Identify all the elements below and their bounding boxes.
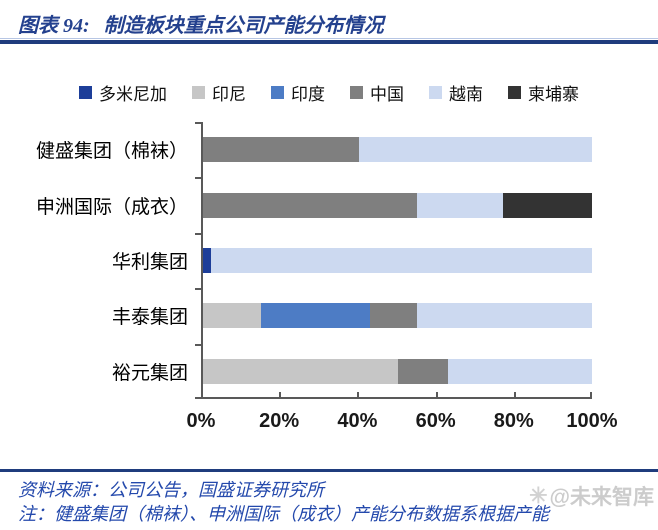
y-axis-tick bbox=[195, 343, 201, 346]
x-axis-tick-label: 60% bbox=[415, 410, 456, 432]
x-axis-tick-label: 100% bbox=[566, 410, 618, 432]
y-axis-tick bbox=[195, 397, 201, 399]
x-axis-tick bbox=[590, 392, 592, 399]
legend-label: 印尼 bbox=[212, 85, 246, 104]
legend-label: 印度 bbox=[291, 85, 325, 104]
bar-segment bbox=[261, 303, 371, 329]
legend-swatch-icon bbox=[79, 86, 92, 99]
legend-swatch-icon bbox=[350, 86, 363, 99]
y-axis-tick bbox=[195, 177, 201, 180]
category-label: 申洲国际（成衣） bbox=[35, 196, 188, 218]
note-line: 注：健盛集团（棉袜）、申洲国际（成衣）产能分布数据系根据产能 bbox=[18, 504, 549, 524]
y-axis-tick bbox=[195, 232, 201, 235]
x-axis-tick bbox=[513, 392, 516, 399]
bar-row bbox=[203, 137, 592, 163]
legend-swatch-icon bbox=[508, 86, 521, 99]
y-axis-tick bbox=[195, 288, 201, 291]
category-label: 裕元集团 bbox=[111, 362, 188, 384]
watermark: ✳ @未来智库 bbox=[529, 481, 654, 511]
legend-swatch-icon bbox=[192, 86, 205, 99]
legend-swatch-icon bbox=[429, 86, 442, 99]
bar-segment bbox=[416, 303, 592, 329]
x-axis-tick-label: 40% bbox=[337, 410, 378, 432]
category-label: 丰泰集团 bbox=[111, 307, 188, 329]
x-axis-tick bbox=[435, 392, 438, 399]
bar-row bbox=[203, 303, 592, 329]
x-axis-tick bbox=[279, 392, 282, 399]
bar-segment bbox=[358, 137, 592, 163]
bar-row bbox=[203, 358, 592, 384]
legend-label: 多米尼加 bbox=[99, 85, 167, 104]
plot-area bbox=[201, 122, 592, 399]
x-axis-tick-label: 20% bbox=[259, 410, 300, 432]
x-axis-tick bbox=[357, 392, 360, 399]
category-label: 华利集团 bbox=[111, 251, 188, 273]
x-axis-tick-label: 0% bbox=[186, 410, 216, 432]
footer-divider bbox=[0, 469, 658, 472]
bar-segment bbox=[448, 358, 592, 384]
bar-segment bbox=[416, 192, 503, 218]
legend-label: 柬埔寨 bbox=[528, 85, 579, 104]
bar-segment bbox=[203, 137, 359, 163]
chart-legend: 多米尼加 印尼 印度 中国 越南 柬埔寨 bbox=[0, 80, 658, 105]
bar-row bbox=[203, 248, 592, 273]
x-axis-tick-label: 80% bbox=[493, 410, 534, 432]
divider-thin-line bbox=[0, 38, 658, 39]
figure-number: 图表 94: bbox=[18, 15, 90, 37]
legend-label: 越南 bbox=[449, 85, 483, 104]
title-divider bbox=[0, 38, 658, 44]
source-line: 资料来源：公司公告，国盛证券研究所 bbox=[18, 480, 324, 500]
bar-segment bbox=[210, 248, 592, 273]
bar-segment bbox=[203, 303, 262, 329]
bar-segment bbox=[203, 248, 211, 273]
legend-item: 印尼 bbox=[192, 80, 246, 105]
bar-segment bbox=[397, 358, 449, 384]
bar-segment bbox=[203, 358, 398, 384]
watermark-text: @未来智库 bbox=[549, 486, 654, 509]
page-title: 制造板块重点公司产能分布情况 bbox=[103, 15, 384, 37]
watermark-logo-icon: ✳ bbox=[529, 483, 548, 508]
divider-thick-line bbox=[0, 40, 658, 44]
bar-row bbox=[203, 192, 592, 218]
legend-swatch-icon bbox=[271, 86, 284, 99]
legend-label: 中国 bbox=[370, 85, 404, 104]
legend-item: 多米尼加 bbox=[79, 80, 167, 105]
bar-segment bbox=[370, 303, 417, 329]
category-label: 健盛集团（棉袜） bbox=[35, 141, 188, 163]
legend-item: 越南 bbox=[429, 80, 483, 105]
bar-segment bbox=[502, 192, 592, 218]
legend-item: 印度 bbox=[271, 80, 325, 105]
y-axis-tick bbox=[195, 122, 201, 124]
figure-title-row: 图表 94: 制造板块重点公司产能分布情况 bbox=[18, 9, 384, 38]
bar-segment bbox=[203, 192, 417, 218]
legend-item: 柬埔寨 bbox=[508, 80, 579, 105]
legend-item: 中国 bbox=[350, 80, 404, 105]
